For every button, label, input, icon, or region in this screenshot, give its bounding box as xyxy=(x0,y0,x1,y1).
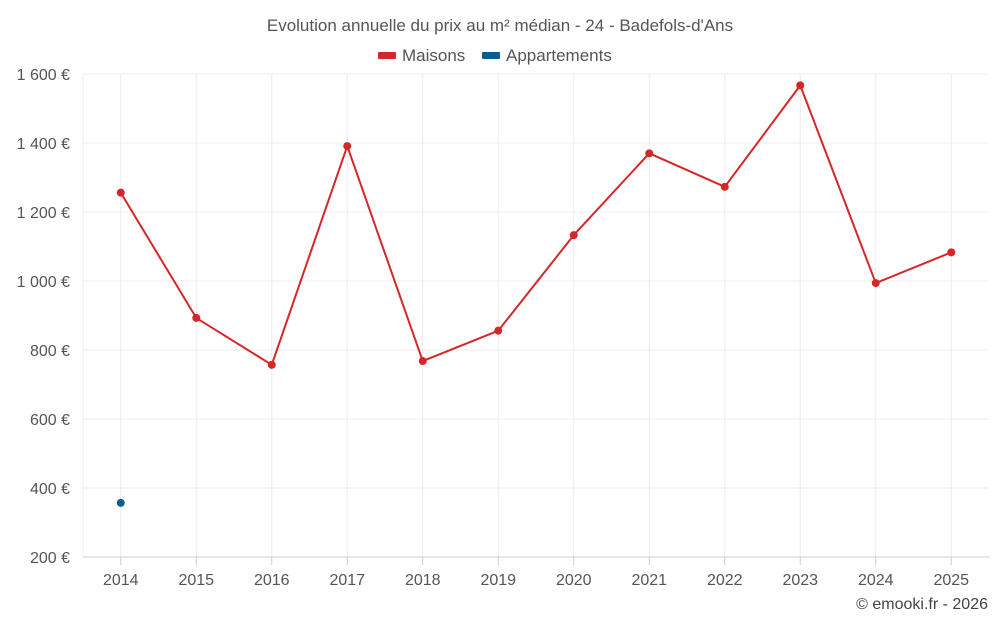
legend-label-appartements: Appartements xyxy=(506,46,612,65)
data-point[interactable] xyxy=(192,313,201,322)
x-tick-label: 2024 xyxy=(858,572,894,589)
x-tick-label: 2025 xyxy=(933,572,969,589)
legend-swatch-maisons xyxy=(378,52,396,59)
x-tick-label: 2022 xyxy=(707,572,743,589)
legend-label-maisons: Maisons xyxy=(402,46,465,65)
y-tick-label: 600 € xyxy=(30,412,70,429)
x-tick-label: 2020 xyxy=(556,572,592,589)
data-point[interactable] xyxy=(116,188,125,197)
y-tick-label: 1 200 € xyxy=(17,205,70,222)
x-tick-label: 2014 xyxy=(103,572,139,589)
x-axis-ticks: 2014 2015 2016 2017 2018 2019 2020 2021 2022 2023… xyxy=(103,572,969,589)
series-appartements xyxy=(116,498,125,507)
data-point[interactable] xyxy=(569,231,578,240)
series-line-maisons xyxy=(119,84,952,366)
x-tick-label: 2018 xyxy=(405,572,441,589)
legend-swatch-appartements xyxy=(482,52,500,59)
data-point[interactable] xyxy=(494,326,503,335)
data-point[interactable] xyxy=(267,360,276,369)
y-tick-label: 1 600 € xyxy=(17,67,70,84)
chart-title: Evolution annuelle du prix au m² médian … xyxy=(267,16,733,35)
credit-text: © emooki.fr - 2026 xyxy=(856,596,988,613)
data-point[interactable] xyxy=(418,357,427,366)
series xyxy=(116,81,956,507)
x-tick-label: 2015 xyxy=(178,572,214,589)
data-point[interactable] xyxy=(720,182,729,191)
data-point[interactable] xyxy=(343,142,352,151)
y-tick-label: 400 € xyxy=(30,481,70,498)
axes xyxy=(82,74,989,565)
legend: Maisons Appartements xyxy=(378,46,612,65)
legend-item-maisons[interactable]: Maisons xyxy=(378,46,465,65)
data-point[interactable] xyxy=(796,81,805,90)
y-axis-ticks: 200 € 400 € 600 € 800 € 1 000 € 1 200 € 1 400 … xyxy=(17,67,70,567)
data-point[interactable] xyxy=(871,279,880,288)
legend-item-appartements[interactable]: Appartements xyxy=(482,46,612,65)
data-point[interactable] xyxy=(645,149,654,158)
data-point[interactable] xyxy=(116,498,125,507)
y-tick-label: 1 000 € xyxy=(17,274,70,291)
x-tick-label: 2019 xyxy=(480,572,516,589)
data-point[interactable] xyxy=(947,248,956,257)
x-tick-label: 2023 xyxy=(782,572,818,589)
x-tick-label: 2017 xyxy=(329,572,365,589)
y-tick-label: 200 € xyxy=(30,550,70,567)
x-tick-label: 2016 xyxy=(254,572,290,589)
x-tick-label: 2021 xyxy=(631,572,667,589)
series-maisons xyxy=(116,81,956,369)
y-tick-label: 1 400 € xyxy=(17,136,70,153)
y-tick-label: 800 € xyxy=(30,343,70,360)
grid xyxy=(83,73,989,557)
